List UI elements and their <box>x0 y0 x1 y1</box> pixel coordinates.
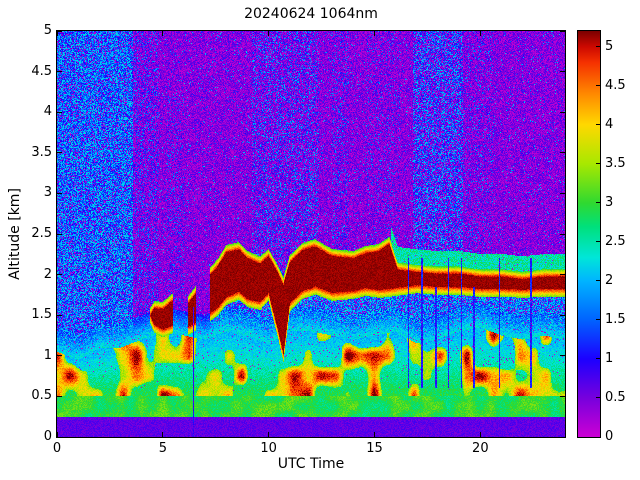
tick-mark <box>57 395 62 397</box>
tick-mark <box>57 192 62 194</box>
colorbar-tick-label: 0 <box>605 429 614 444</box>
tick-mark <box>560 274 565 276</box>
x-axis-label: UTC Time <box>277 456 345 472</box>
y-tick-label: 0 <box>43 429 52 444</box>
tick-mark <box>596 163 600 165</box>
colorbar-tick-label: 5 <box>605 38 614 54</box>
y-tick-label: 5 <box>43 23 52 38</box>
tick-mark <box>596 46 600 48</box>
colorbar <box>577 30 601 438</box>
x-tick-label: 5 <box>158 441 167 456</box>
tick-mark <box>596 397 600 399</box>
tick-mark <box>57 274 62 276</box>
tick-mark <box>374 31 375 36</box>
y-tick-label: 4 <box>43 104 52 120</box>
y-tick-label: 2 <box>43 266 52 282</box>
colorbar-tick-label: 0.5 <box>605 389 626 405</box>
tick-mark <box>560 395 565 397</box>
tick-mark <box>560 355 565 357</box>
colorbar-tick-label: 3 <box>605 194 614 210</box>
colorbar-tick-label: 4.5 <box>605 77 626 93</box>
tick-mark <box>57 30 62 32</box>
tick-mark <box>162 31 164 36</box>
colorbar-tick-label: 1.5 <box>605 311 626 327</box>
y-tick-label: 0.5 <box>31 388 52 404</box>
chart-title: 20240624 1064nm <box>244 6 378 22</box>
tick-mark <box>596 202 600 204</box>
x-tick-label: 10 <box>260 441 277 456</box>
tick-mark <box>596 280 600 282</box>
tick-mark <box>268 31 270 36</box>
tick-mark <box>57 233 62 235</box>
colorbar-tick-label: 3.5 <box>605 155 626 171</box>
colorbar-gradient <box>578 31 600 437</box>
tick-mark <box>57 111 62 113</box>
tick-mark <box>374 432 375 437</box>
y-tick-label: 1.5 <box>31 307 52 323</box>
y-tick-label: 3.5 <box>31 144 52 160</box>
tick-mark <box>162 432 164 437</box>
y-tick-label: 4.5 <box>31 63 52 79</box>
tick-mark <box>596 85 600 87</box>
tick-mark <box>560 436 565 438</box>
tick-mark <box>57 71 62 73</box>
tick-mark <box>57 355 62 357</box>
tick-mark <box>56 31 58 36</box>
tick-mark <box>560 192 565 194</box>
tick-mark <box>268 432 270 437</box>
tick-mark <box>479 31 481 36</box>
tick-mark <box>560 233 565 235</box>
tick-mark <box>596 124 600 126</box>
colorbar-tick-label: 4 <box>605 116 614 132</box>
colorbar-tick-label: 1 <box>605 350 614 366</box>
tick-mark <box>57 436 62 438</box>
tick-mark <box>479 432 481 437</box>
colorbar-tick-label: 2.5 <box>605 233 626 249</box>
tick-mark <box>596 358 600 360</box>
tick-mark <box>596 436 600 438</box>
tick-mark <box>560 71 565 73</box>
tick-mark <box>560 152 565 154</box>
tick-mark <box>596 241 600 243</box>
tick-mark <box>560 314 565 316</box>
y-tick-label: 3 <box>43 185 52 201</box>
plot-area <box>56 30 566 438</box>
tick-mark <box>560 111 565 113</box>
tick-mark <box>596 319 600 321</box>
heatmap-canvas <box>57 31 565 437</box>
tick-mark <box>56 432 58 437</box>
tick-mark <box>560 30 565 32</box>
x-tick-label: 20 <box>472 441 489 456</box>
y-tick-label: 1 <box>43 347 52 363</box>
y-tick-label: 2.5 <box>31 226 52 241</box>
colorbar-tick-label: 2 <box>605 272 614 288</box>
tick-mark <box>57 152 62 154</box>
x-tick-label: 0 <box>52 441 62 456</box>
tick-mark <box>57 314 62 316</box>
x-tick-label: 15 <box>366 441 383 456</box>
